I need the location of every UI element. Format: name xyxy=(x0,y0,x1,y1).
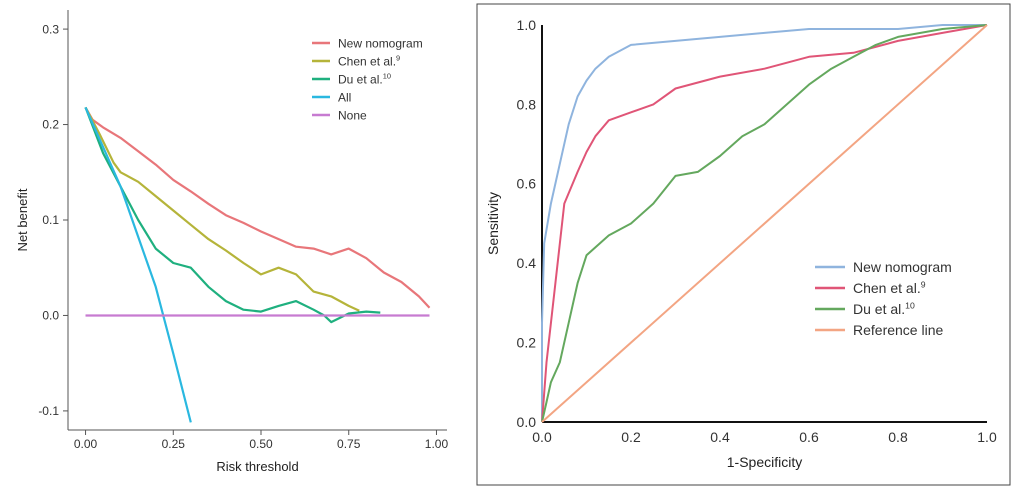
x-tick-label: 0.00 xyxy=(74,437,98,451)
legend-reference-superscript: 9 xyxy=(921,279,926,289)
legend-label-reference-line: Reference line xyxy=(853,322,943,338)
y-axis-title: Net benefit xyxy=(15,188,30,251)
series-line-new-nomogram xyxy=(541,24,987,422)
series-line-all xyxy=(84,106,192,423)
series-line-du-et-al xyxy=(541,24,988,423)
y-tick-label: 0.0 xyxy=(42,309,59,323)
x-tick-label: 0.2 xyxy=(621,429,641,445)
series-line-du-et-al xyxy=(84,107,381,324)
roc-chart: 0.0 0.2 0.4 0.6 0.8 1.0 0.0 0.2 0.4 0.6 0.8 1.0 1-Sp… xyxy=(485,17,997,470)
y-tick-label: 0.3 xyxy=(42,22,59,36)
legend-reference-superscript: 10 xyxy=(905,300,915,310)
y-tick-label: -0.1 xyxy=(38,404,59,418)
legend-reference-superscript: 9 xyxy=(396,54,400,63)
series-line-reference-line xyxy=(541,24,988,423)
x-tick-label: 0.6 xyxy=(799,429,819,445)
x-axis-title: Risk threshold xyxy=(216,459,298,474)
x-tick-label: 0.0 xyxy=(532,429,552,445)
y-axis-title: Sensitivity xyxy=(485,192,501,255)
legend-label-chen-et-al: Chen et al.9 xyxy=(853,279,926,296)
x-tick-label: 1.00 xyxy=(425,437,449,451)
y-tick-label: 1.0 xyxy=(517,17,537,33)
x-axis-title: 1-Specificity xyxy=(727,454,802,470)
legend-label-chen-et-al: Chen et al.9 xyxy=(338,54,400,69)
y-tick-label: 0.2 xyxy=(517,335,537,351)
legend-label-all: All xyxy=(338,90,351,104)
series-line-chen-et-al xyxy=(541,24,988,423)
roc-panel-frame xyxy=(476,3,1011,486)
x-tick-label: 0.50 xyxy=(249,437,273,451)
legend-label-du-et-al: Du et al.10 xyxy=(853,300,915,317)
x-tick-label: 0.8 xyxy=(888,429,908,445)
legend-label-new-nomogram: New nomogram xyxy=(338,36,423,50)
series-line-chen-et-al xyxy=(84,106,360,312)
legend-label-du-et-al: Du et al.10 xyxy=(338,72,391,87)
y-tick-label: 0.2 xyxy=(42,118,59,132)
decision-curve-chart: 0.00 0.25 0.50 0.75 1.00 -0.1 0.0 0.1 0.2 0.3 Risk… xyxy=(15,10,448,474)
y-tick-label: 0.0 xyxy=(517,414,537,430)
legend-label-none: None xyxy=(338,108,367,122)
x-tick-label: 0.75 xyxy=(337,437,361,451)
y-tick-label: 0.8 xyxy=(517,96,537,112)
x-tick-label: 1.0 xyxy=(977,429,997,445)
legend-label-new-nomogram: New nomogram xyxy=(853,259,952,275)
legend-reference-superscript: 10 xyxy=(383,72,391,81)
y-tick-label: 0.1 xyxy=(42,213,59,227)
x-tick-label: 0.25 xyxy=(162,437,186,451)
y-tick-label: 0.6 xyxy=(517,176,537,192)
series-line-new-nomogram xyxy=(84,106,431,309)
y-tick-label: 0.4 xyxy=(517,255,537,271)
x-tick-label: 0.4 xyxy=(710,429,730,445)
